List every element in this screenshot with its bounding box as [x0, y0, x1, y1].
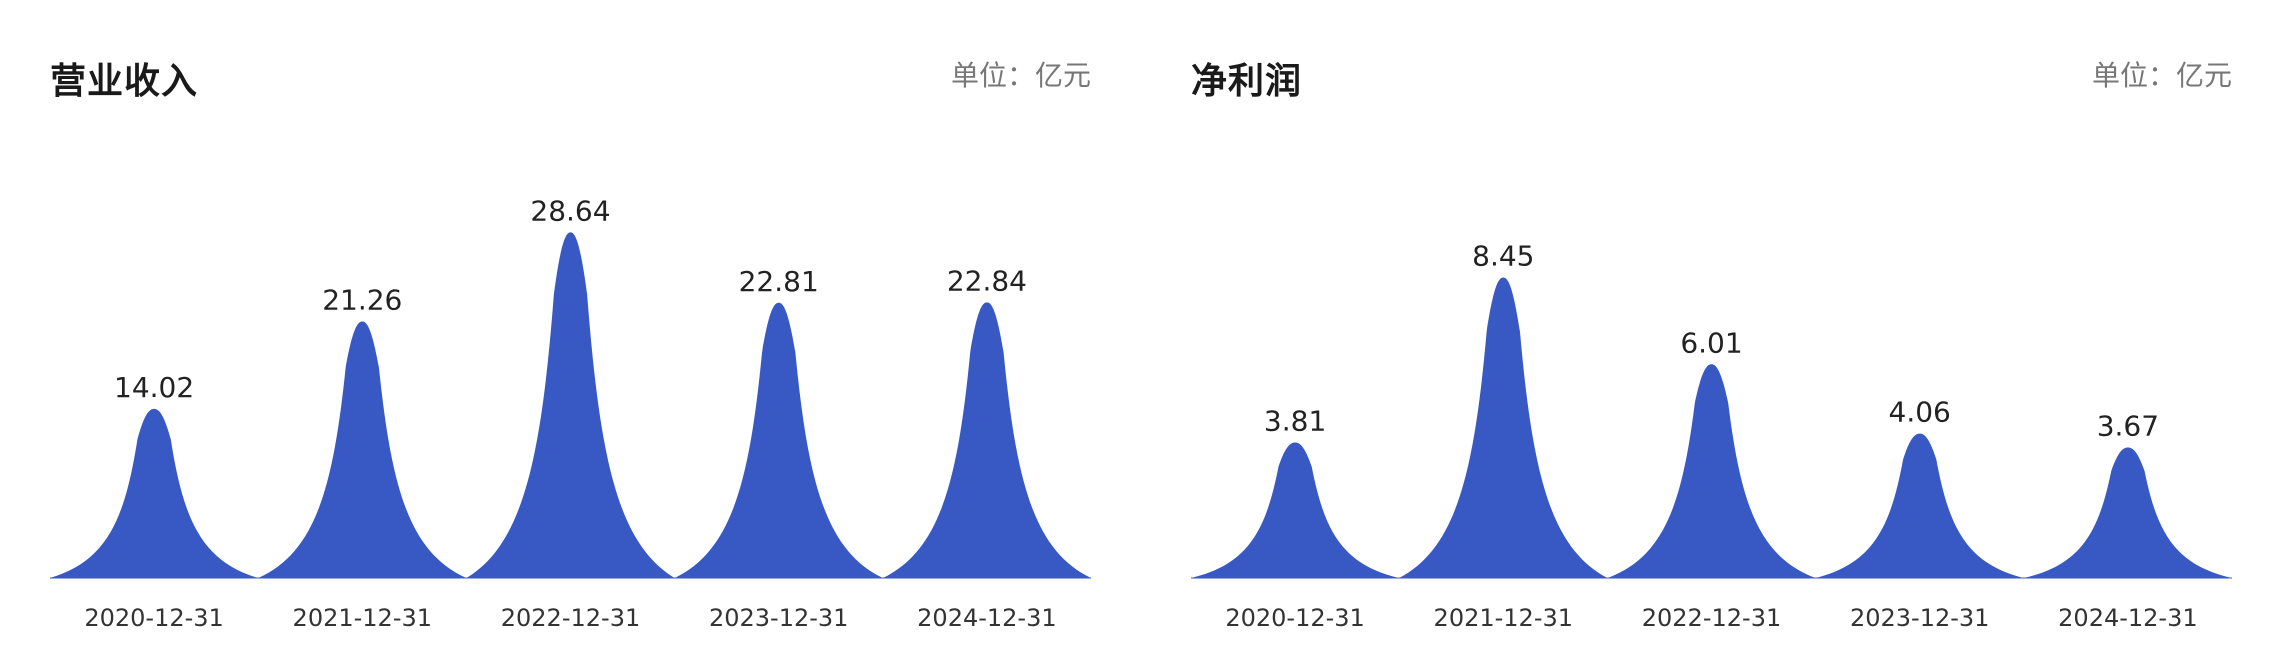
- revenue-x-tick-label: 2020-12-31: [84, 604, 223, 632]
- net-profit-x-tick-label: 2020-12-31: [1225, 604, 1364, 632]
- revenue-x-tick-label: 2024-12-31: [917, 604, 1056, 632]
- net-profit-x-tick-label: 2021-12-31: [1434, 604, 1573, 632]
- revenue-unit-label: 单位：亿元: [950, 59, 1091, 92]
- net-profit-x-tick-label: 2023-12-31: [1850, 604, 1989, 632]
- net-profit-peak-2022-12-31: [1607, 364, 1816, 578]
- revenue-value-label: 22.81: [739, 265, 819, 298]
- net-profit-chart: 3.81 2020-12-31 8.45 2021-12-31 6.01 2022-12-…: [1191, 240, 2232, 632]
- net-profit-x-tick-label: 2024-12-31: [2058, 604, 2197, 632]
- net-profit-unit-label: 单位：亿元: [2091, 59, 2232, 92]
- revenue-peak-2024-12-31: [882, 302, 1091, 578]
- revenue-value-label: 28.64: [530, 194, 610, 227]
- net-profit-value-label: 6.01: [1680, 326, 1742, 359]
- net-profit-chart-title: 净利润: [1191, 61, 1303, 102]
- net-profit-peak-2024-12-31: [2023, 447, 2232, 578]
- net-profit-value-label: 3.81: [1264, 405, 1326, 438]
- net-profit-value-label: 8.45: [1472, 240, 1534, 273]
- revenue-chart-title: 营业收入: [50, 61, 199, 102]
- revenue-x-tick-label: 2021-12-31: [293, 604, 432, 632]
- revenue-x-tick-label: 2022-12-31: [501, 604, 640, 632]
- revenue-value-label: 14.02: [114, 371, 194, 404]
- net-profit-peak-2023-12-31: [1815, 433, 2024, 578]
- net-profit-x-tick-label: 2022-12-31: [1642, 604, 1781, 632]
- revenue-peak-2022-12-31: [466, 232, 675, 579]
- revenue-x-tick-label: 2023-12-31: [709, 604, 848, 632]
- revenue-chart: 14.02 2020-12-31 21.26 2021-12-31 28.64 2022-…: [50, 194, 1091, 632]
- revenue-value-label: 22.84: [947, 264, 1027, 297]
- net-profit-chart-panel: 3.81 2020-12-31 8.45 2021-12-31 6.01 2022-12-…: [1141, 0, 2282, 660]
- revenue-chart-panel: 14.02 2020-12-31 21.26 2021-12-31 28.64 2022-…: [50, 59, 1091, 632]
- revenue-peak-2021-12-31: [258, 321, 467, 578]
- net-profit-peak-2021-12-31: [1399, 277, 1608, 578]
- revenue-peak-2023-12-31: [674, 302, 883, 578]
- revenue-peak-2020-12-31: [50, 408, 259, 578]
- net-profit-value-label: 4.06: [1889, 396, 1951, 429]
- revenue-value-label: 21.26: [322, 283, 402, 316]
- net-profit-peak-2020-12-31: [1191, 442, 1400, 578]
- net-profit-value-label: 3.67: [2097, 410, 2159, 443]
